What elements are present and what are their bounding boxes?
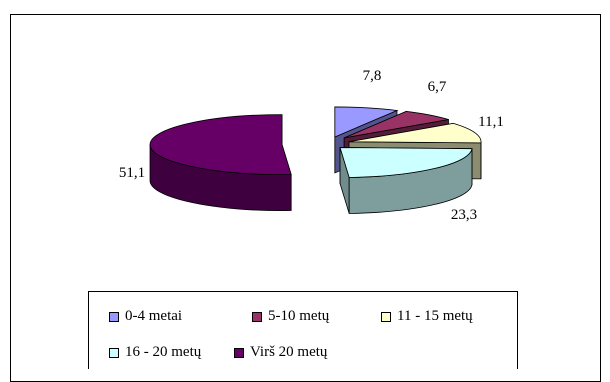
legend-label-0-4: 0-4 metai [125, 308, 183, 324]
legend-item-0-4: 0-4 metai [109, 308, 182, 325]
legend-item-16-20: 16 - 20 metų [109, 344, 201, 361]
legend-swatch-16-20 [109, 347, 119, 358]
legend-item-11-15: 11 - 15 metų [381, 308, 473, 325]
legend: 0-4 metai 5-10 metų 11 - 15 metų 16 - 20… [88, 291, 518, 369]
legend-item-5-10: 5-10 metų [252, 308, 329, 325]
legend-swatch-5-10 [252, 311, 262, 322]
data-label-over-20: 51,1 [119, 165, 145, 181]
pie-slice-over-20 [149, 114, 292, 212]
legend-swatch-0-4 [109, 311, 119, 322]
legend-label-11-15: 11 - 15 metų [397, 308, 473, 324]
legend-label-over-20: Virš 20 metų [250, 344, 328, 360]
data-label-5-10: 6,7 [428, 79, 447, 95]
data-label-16-20: 23,3 [451, 207, 477, 223]
legend-swatch-11-15 [381, 311, 391, 322]
pie-chart: 7,8 6,7 11,1 23,3 51,1 [119, 68, 504, 223]
legend-swatch-over-20 [234, 347, 244, 358]
legend-label-5-10: 5-10 metų [268, 308, 330, 324]
data-label-0-4: 7,8 [363, 68, 382, 84]
legend-item-over-20: Virš 20 metų [234, 344, 327, 361]
pie-slice-16-20 [339, 147, 473, 214]
data-label-11-15: 11,1 [478, 114, 504, 130]
legend-label-16-20: 16 - 20 metų [125, 344, 202, 360]
